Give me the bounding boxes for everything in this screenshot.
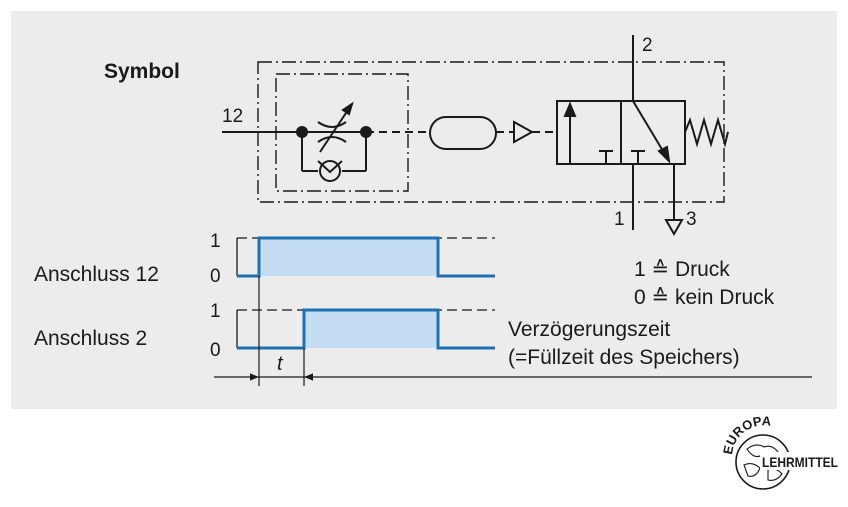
- delay-caption-line2: (=Füllzeit des Speichers): [508, 346, 740, 369]
- symbol-title: Symbol: [104, 60, 180, 83]
- europa-lehrmittel-logo: EUROPA LEHRMITTEL: [720, 413, 840, 490]
- row1-level-high: 1: [210, 231, 221, 252]
- directional-valve-3-2: [556, 100, 729, 165]
- row1-label: Anschluss 12: [34, 263, 159, 286]
- port-3-label: 3: [686, 209, 697, 230]
- port-2-label: 2: [642, 35, 653, 56]
- junction-dot-left: [296, 126, 308, 138]
- legend-pressure: 1 ≙ Druck: [634, 258, 730, 281]
- port-12-label: 12: [222, 106, 243, 127]
- throttle-check-valve: [298, 101, 367, 182]
- pilot-actuator-triangle: [513, 120, 535, 144]
- row2-level-high: 1: [210, 301, 221, 322]
- delay-symbol: t: [277, 353, 284, 375]
- row2-level-low: 0: [210, 340, 221, 361]
- row2-signal-trace: [237, 308, 495, 350]
- logo-side-text: LEHRMITTEL: [762, 454, 838, 470]
- row1-high-fill: [259, 238, 438, 276]
- exhaust-triangle-icon: [664, 219, 684, 237]
- row2-high-fill: [304, 310, 438, 348]
- air-reservoir: [429, 116, 497, 150]
- port-1-label: 1: [614, 209, 625, 230]
- row1-level-low: 0: [210, 266, 221, 287]
- delay-caption-line1: Verzögerungszeit: [508, 318, 670, 341]
- legend-no-pressure: 0 ≙ kein Druck: [634, 286, 775, 309]
- row1-signal-trace: [237, 236, 495, 278]
- row2-label: Anschluss 2: [34, 327, 147, 350]
